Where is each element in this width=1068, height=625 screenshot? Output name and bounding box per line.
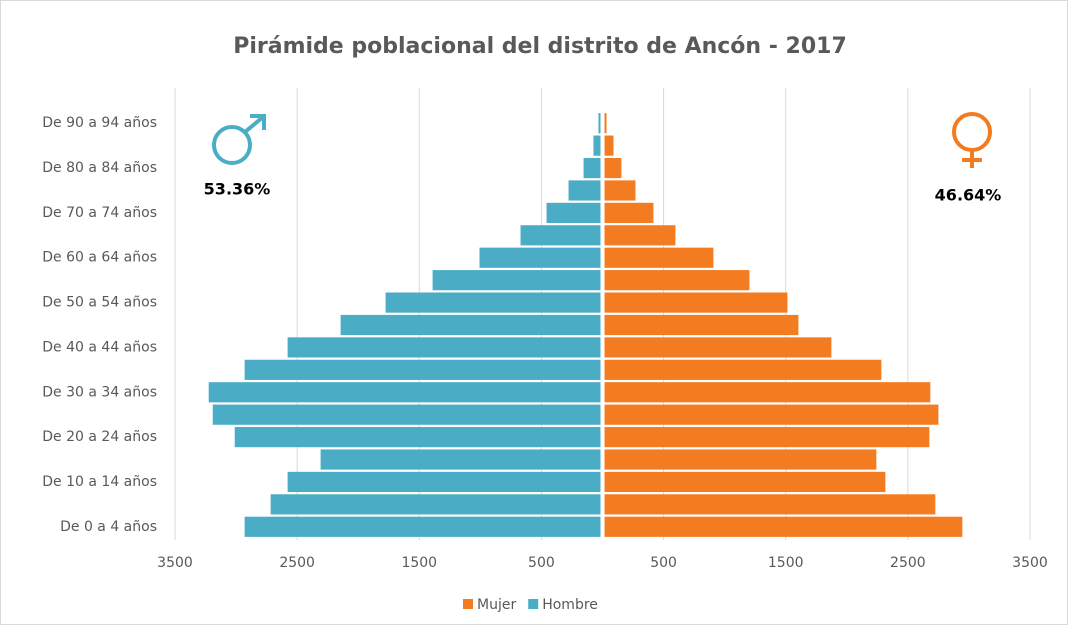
bar [604,516,963,537]
legend-swatch [463,599,473,609]
bar [432,270,601,291]
bar [604,270,750,291]
bar [385,292,601,313]
y-tick-label: De 60 a 64 años [42,250,157,266]
annotation: 53.36% [204,180,271,199]
female-symbol [952,112,992,168]
bar [604,427,930,448]
bar [593,135,601,156]
y-tick-label: De 10 a 14 años [42,474,157,490]
x-tick-label: 3500 [157,555,193,571]
x-tick-label: 500 [650,555,677,571]
bar [604,359,882,380]
bar [604,494,936,515]
y-tick-label: De 30 a 34 años [42,384,157,400]
bar [604,247,714,268]
bar [212,404,601,425]
bar [604,292,788,313]
bar [604,314,799,336]
bar [604,113,607,134]
male-symbol [212,114,266,165]
legend-label: Hombre [542,597,598,613]
legend-swatch [528,599,539,609]
bar [287,337,601,358]
bar [340,314,601,336]
bar [583,157,601,179]
x-tick-label: 3500 [1012,555,1048,571]
bar [244,516,601,537]
bar [546,202,601,223]
bar [234,427,601,448]
bar [208,382,601,403]
bar [604,404,939,425]
y-tick-label: De 90 a 94 años [42,115,157,131]
bar [604,157,622,179]
y-tick-label: De 70 a 74 años [42,205,157,221]
legend-label: Mujer [477,597,516,613]
bar [287,471,601,493]
bar [270,494,601,515]
bar [604,337,832,358]
x-tick-label: 2500 [890,555,926,571]
x-tick-label: 500 [528,555,555,571]
bar [244,359,601,380]
bar [479,247,601,268]
chart-title: Pirámide poblacional del distrito de Anc… [233,34,847,59]
bar [604,202,654,223]
bar [520,225,601,246]
bar [604,180,636,201]
bar [604,449,877,470]
y-tick-label: De 80 a 84 años [42,160,157,176]
x-tick-label: 2500 [279,555,315,571]
y-tick-label: De 0 a 4 años [60,519,157,535]
bar [604,225,676,246]
bar [604,471,886,493]
bar [568,180,601,201]
annotation: 46.64% [935,186,1002,205]
x-tick-label: 1500 [768,555,804,571]
bar [604,382,931,403]
bar [604,135,614,156]
y-tick-label: De 40 a 44 años [42,339,157,355]
bar [320,449,601,470]
bar [598,113,601,134]
x-tick-label: 1500 [401,555,437,571]
y-tick-label: De 50 a 54 años [42,295,157,311]
y-tick-label: De 20 a 24 años [42,429,157,445]
